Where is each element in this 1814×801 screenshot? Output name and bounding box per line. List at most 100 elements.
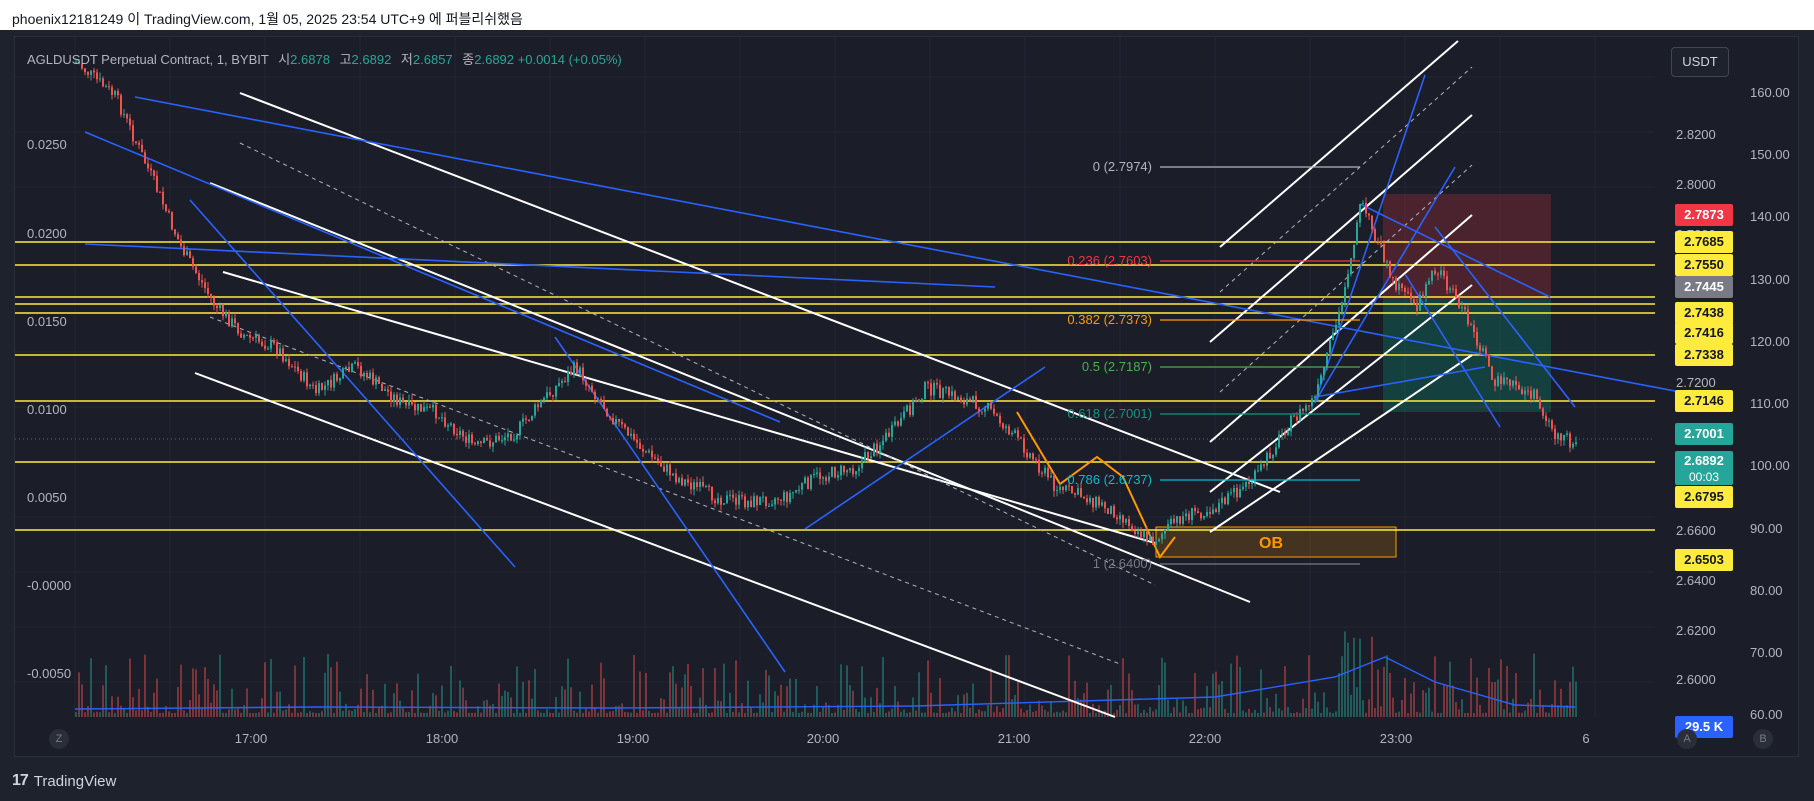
candle [660,461,662,467]
volume-axis-tick: 110.00 [1750,396,1789,411]
candle [1002,423,1004,429]
candle [1425,284,1427,298]
volume-bar [1326,707,1328,717]
volume-bar [1092,703,1094,717]
volume-bar [711,712,713,717]
volume-bar [282,710,284,717]
candle [954,391,956,400]
symbol-legend[interactable]: AGLDUSDT Perpetual Contract, 1, BYBIT 시2… [27,49,622,68]
volume-bar [516,666,518,717]
volume-bar [435,695,437,717]
volume-bar [630,712,632,717]
candle [162,191,164,205]
volume-bar [198,694,200,717]
currency-scale-button[interactable]: USDT [1671,47,1729,77]
candle [1341,302,1343,312]
candle [1386,261,1388,263]
candle [1395,278,1397,290]
volume-bar [342,710,344,717]
candle [1455,288,1457,297]
candle [357,362,359,366]
candle [1239,489,1241,498]
candle [444,417,446,427]
candle [282,348,284,362]
candle [498,435,500,441]
candle [567,371,569,383]
bar-countdown: 00:03 [1688,470,1720,484]
volume-bar [1032,711,1034,717]
candle [327,379,329,386]
candle [1029,453,1031,458]
volume-bar [852,690,854,717]
candle [1494,379,1496,386]
volume-bar [1497,679,1499,717]
candle [459,430,461,435]
candle [882,440,884,446]
candle [1053,475,1055,491]
candle [1071,486,1073,493]
candle [117,91,119,96]
candle [576,362,578,374]
candle [825,477,827,481]
volume-bar [1212,673,1214,717]
volume-bar [1329,712,1331,717]
candle [909,405,911,416]
candle [1014,430,1016,433]
tradingview-logo[interactable]: 17 TradingView [12,772,116,790]
candle [369,372,371,378]
volume-bar [1173,707,1175,717]
volume-bar [237,708,239,717]
volume-bar [1170,712,1172,717]
volume-bar [408,712,410,717]
volume-bar [867,712,869,717]
candle [1074,492,1076,495]
chart-area[interactable]: OB 0 (2.7974) 0.236 (2.7603) 0.382 (2.7373… [14,36,1799,757]
candle [303,372,305,381]
candle [966,398,968,405]
candle [489,440,491,447]
candle [423,407,425,412]
symbol-title[interactable]: AGLDUSDT Perpetual Contract, 1, BYBIT [27,52,269,67]
volume-bar [621,703,623,717]
volume-bar [1398,711,1400,717]
candle [834,467,836,478]
candle [522,418,524,422]
candle [255,335,257,339]
candle [405,402,407,406]
candle [420,403,422,412]
candle [312,384,314,386]
volume-bar [858,712,860,717]
volume-bar [924,712,926,717]
candle [1443,270,1445,277]
candle [840,465,842,476]
candle [1131,525,1133,531]
volume-bar [1155,709,1157,717]
auto-scale-icon[interactable]: A [1677,729,1697,749]
candle [1365,203,1367,214]
settings-b-icon[interactable]: B [1753,729,1773,749]
volume-bar [564,689,566,717]
volume-bar [129,658,131,717]
volume-bar [993,712,995,717]
volume-axis-tick: 70.00 [1750,645,1783,660]
candle [1323,367,1325,376]
candle [816,472,818,474]
volume-bar [1131,689,1133,717]
zoom-icon[interactable]: Z [49,729,69,749]
chart-canvas[interactable]: OB 0 (2.7974) 0.236 (2.7603) 0.382 (2.7373… [15,37,1799,757]
candle [606,408,608,417]
price-axis-tick: 2.6600 [1676,523,1716,538]
volume-bar [1506,665,1508,717]
candle [1188,513,1190,520]
volume-bar [345,703,347,717]
volume-bar [927,660,929,717]
volume-bar [1191,712,1193,717]
volume-bar [834,712,836,717]
volume-bar [543,713,545,717]
candle [1503,377,1505,384]
volume-bar [1347,642,1349,717]
volume-bar [1179,712,1181,717]
candle [1518,384,1520,390]
trend-line [804,366,1046,530]
publish-caption: phoenix12181249 이 TradingView.com, 1월 05… [12,11,523,27]
